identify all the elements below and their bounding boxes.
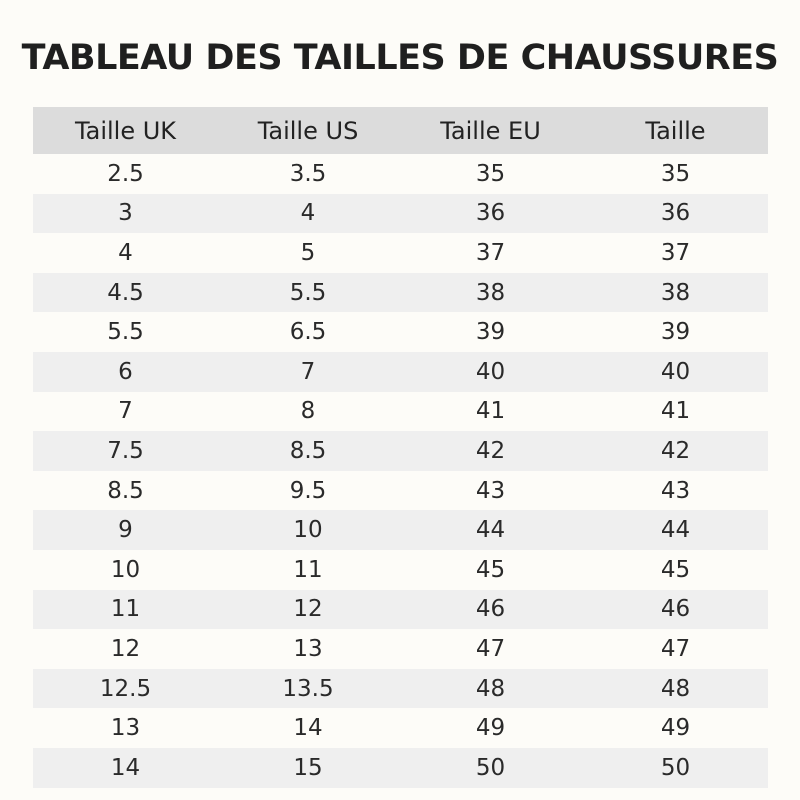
cell-size: 35: [583, 154, 768, 194]
table-row: 5.5 6.5 39 39: [33, 312, 768, 352]
cell-uk: 7: [33, 391, 218, 432]
table-row: 7 8 41 41: [33, 391, 768, 432]
cell-size: 48: [583, 668, 768, 709]
cell-eu: 46: [398, 589, 583, 630]
cell-size: 44: [583, 510, 768, 550]
cell-eu: 38: [398, 272, 583, 313]
cell-uk: 8.5: [33, 470, 218, 511]
cell-us: 13.5: [218, 668, 398, 709]
cell-size: 47: [583, 629, 768, 669]
cell-us: 9.5: [218, 470, 398, 511]
cell-eu: 42: [398, 431, 583, 471]
table-row: 9 10 44 44: [33, 510, 768, 550]
table-row: 3 4 36 36: [33, 193, 768, 234]
table-header-row: Taille UK Taille US Taille EU Taille: [33, 107, 768, 154]
cell-us: 14: [218, 708, 398, 748]
table-row: 10 11 45 45: [33, 549, 768, 590]
table-row: 4.5 5.5 38 38: [33, 272, 768, 313]
cell-us: 11: [218, 549, 398, 590]
cell-uk: 4.5: [33, 272, 218, 313]
table-row: 12 13 47 47: [33, 629, 768, 669]
cell-size: 50: [583, 747, 768, 788]
cell-uk: 3: [33, 193, 218, 234]
cell-eu: 50: [398, 747, 583, 788]
cell-size: 42: [583, 431, 768, 471]
cell-size: 49: [583, 708, 768, 748]
cell-us: 10: [218, 510, 398, 550]
cell-size: 45: [583, 549, 768, 590]
cell-eu: 39: [398, 312, 583, 352]
cell-us: 5: [218, 233, 398, 273]
cell-us: 4: [218, 193, 398, 234]
cell-size: 39: [583, 312, 768, 352]
cell-size: 41: [583, 391, 768, 432]
page-title: TABLEAU DES TAILLES DE CHAUSSURES: [21, 38, 779, 78]
cell-us: 6.5: [218, 312, 398, 352]
cell-size: 37: [583, 233, 768, 273]
table-row: 2.5 3.5 35 35: [33, 154, 768, 194]
table-row: 13 14 49 49: [33, 708, 768, 748]
cell-uk: 9: [33, 510, 218, 550]
table-row: 14 15 50 50: [33, 747, 768, 788]
cell-us: 8: [218, 391, 398, 432]
column-header-size: Taille: [583, 107, 768, 154]
size-chart-table: Taille UK Taille US Taille EU Taille 2.5…: [33, 107, 768, 788]
table-row: 4 5 37 37: [33, 233, 768, 273]
table-row: 7.5 8.5 42 42: [33, 431, 768, 471]
table-row: 12.5 13.5 48 48: [33, 668, 768, 709]
table-row: 8.5 9.5 43 43: [33, 470, 768, 511]
cell-eu: 48: [398, 668, 583, 709]
cell-size: 38: [583, 272, 768, 313]
cell-size: 36: [583, 193, 768, 234]
cell-uk: 10: [33, 549, 218, 590]
cell-uk: 12.5: [33, 668, 218, 709]
cell-size: 40: [583, 351, 768, 392]
column-header-us: Taille US: [218, 107, 398, 154]
cell-eu: 36: [398, 193, 583, 234]
cell-uk: 7.5: [33, 431, 218, 471]
cell-us: 12: [218, 589, 398, 630]
cell-eu: 49: [398, 708, 583, 748]
cell-uk: 5.5: [33, 312, 218, 352]
cell-uk: 13: [33, 708, 218, 748]
column-header-eu: Taille EU: [398, 107, 583, 154]
cell-eu: 47: [398, 629, 583, 669]
cell-eu: 41: [398, 391, 583, 432]
cell-us: 13: [218, 629, 398, 669]
table-row: 11 12 46 46: [33, 589, 768, 630]
table-body: 2.5 3.5 35 35 3 4 36 36 4 5 37 37 4.5 5.5 38 38 5.5 6.5 39…: [33, 154, 768, 788]
cell-size: 43: [583, 470, 768, 511]
table-row: 6 7 40 40: [33, 351, 768, 392]
cell-eu: 40: [398, 351, 583, 392]
cell-size: 46: [583, 589, 768, 630]
cell-uk: 2.5: [33, 154, 218, 194]
cell-uk: 12: [33, 629, 218, 669]
cell-uk: 14: [33, 747, 218, 788]
cell-uk: 4: [33, 233, 218, 273]
cell-us: 8.5: [218, 431, 398, 471]
cell-eu: 37: [398, 233, 583, 273]
cell-uk: 11: [33, 589, 218, 630]
cell-eu: 45: [398, 549, 583, 590]
cell-eu: 44: [398, 510, 583, 550]
cell-us: 3.5: [218, 154, 398, 194]
cell-us: 5.5: [218, 272, 398, 313]
cell-uk: 6: [33, 351, 218, 392]
cell-us: 15: [218, 747, 398, 788]
cell-eu: 43: [398, 470, 583, 511]
cell-us: 7: [218, 351, 398, 392]
column-header-uk: Taille UK: [33, 107, 218, 154]
cell-eu: 35: [398, 154, 583, 194]
